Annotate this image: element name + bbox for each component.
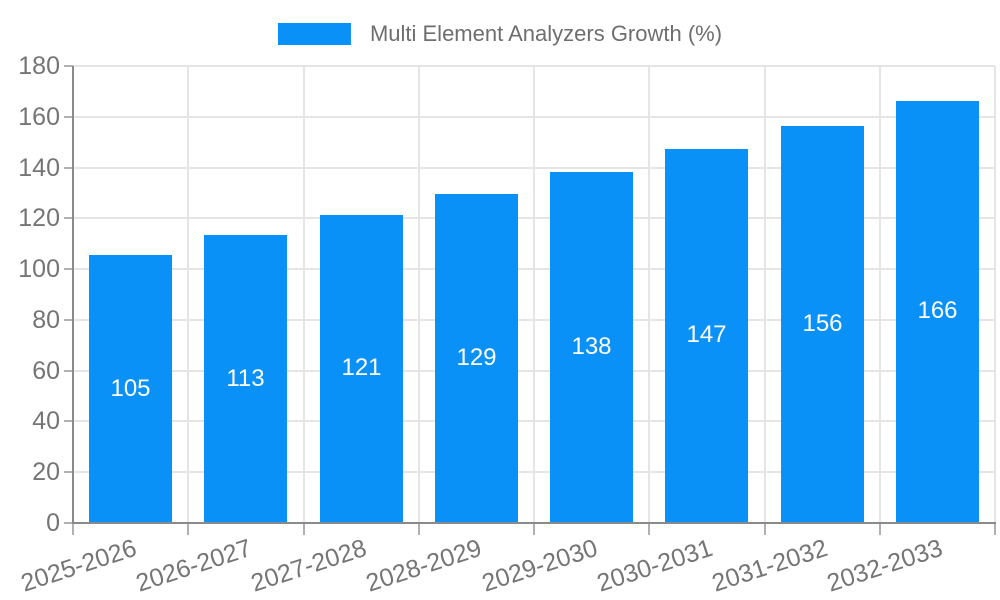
bar[interactable]: 129 <box>435 194 518 522</box>
bar[interactable]: 113 <box>204 235 287 522</box>
y-tick <box>64 522 73 524</box>
bar-value-label: 121 <box>341 354 382 382</box>
y-axis-label: 120 <box>18 204 60 233</box>
v-gridline <box>994 66 996 523</box>
y-axis-label: 140 <box>18 153 60 182</box>
y-axis-label: 20 <box>32 458 60 487</box>
v-gridline <box>417 66 420 523</box>
y-axis-label: 100 <box>18 255 60 284</box>
y-axis-label: 160 <box>18 102 60 131</box>
x-tick <box>187 523 190 535</box>
y-tick <box>64 115 73 118</box>
x-tick <box>763 523 766 535</box>
v-gridline <box>763 66 766 523</box>
bar-value-label: 105 <box>110 374 151 402</box>
bar-value-label: 113 <box>226 364 265 392</box>
bar-value-label: 129 <box>456 344 497 372</box>
x-tick <box>648 523 651 535</box>
y-axis-label: 40 <box>32 407 60 436</box>
v-gridline <box>302 66 305 523</box>
x-tick <box>302 523 305 535</box>
y-tick <box>64 369 73 372</box>
y-tick <box>64 318 73 321</box>
bar-value-label: 138 <box>571 332 612 360</box>
v-gridline <box>878 66 881 523</box>
bar[interactable]: 156 <box>781 125 864 522</box>
v-gridline <box>648 66 651 523</box>
legend[interactable]: Multi Element Analyzers Growth (%) <box>277 21 723 47</box>
y-tick <box>64 268 73 271</box>
x-tick <box>878 523 881 535</box>
bar[interactable]: 147 <box>665 148 748 522</box>
bar[interactable]: 105 <box>89 255 172 522</box>
bar[interactable]: 166 <box>896 100 979 522</box>
legend-label: Multi Element Analyzers Growth (%) <box>369 21 723 46</box>
y-tick <box>64 420 73 423</box>
y-axis-label: 60 <box>32 356 60 385</box>
x-tick <box>994 523 996 535</box>
bar[interactable]: 121 <box>320 214 403 522</box>
v-gridline <box>187 66 190 523</box>
bar[interactable]: 138 <box>550 171 633 522</box>
bar-value-label: 147 <box>686 321 727 349</box>
y-tick <box>64 65 73 67</box>
x-tick <box>417 523 420 535</box>
y-axis-label: 0 <box>46 509 60 537</box>
y-tick <box>64 166 73 169</box>
bar-value-label: 166 <box>917 297 958 325</box>
bar-value-label: 156 <box>802 309 843 337</box>
legend-swatch <box>277 23 351 45</box>
x-tick <box>72 523 74 535</box>
x-axis-line <box>72 522 996 524</box>
x-tick <box>533 523 535 535</box>
v-gridline <box>533 66 535 523</box>
y-tick <box>64 471 73 474</box>
y-axis-label: 180 <box>18 52 60 80</box>
y-axis-label: 80 <box>32 305 60 334</box>
y-axis-line <box>72 66 74 523</box>
y-tick <box>64 217 73 220</box>
